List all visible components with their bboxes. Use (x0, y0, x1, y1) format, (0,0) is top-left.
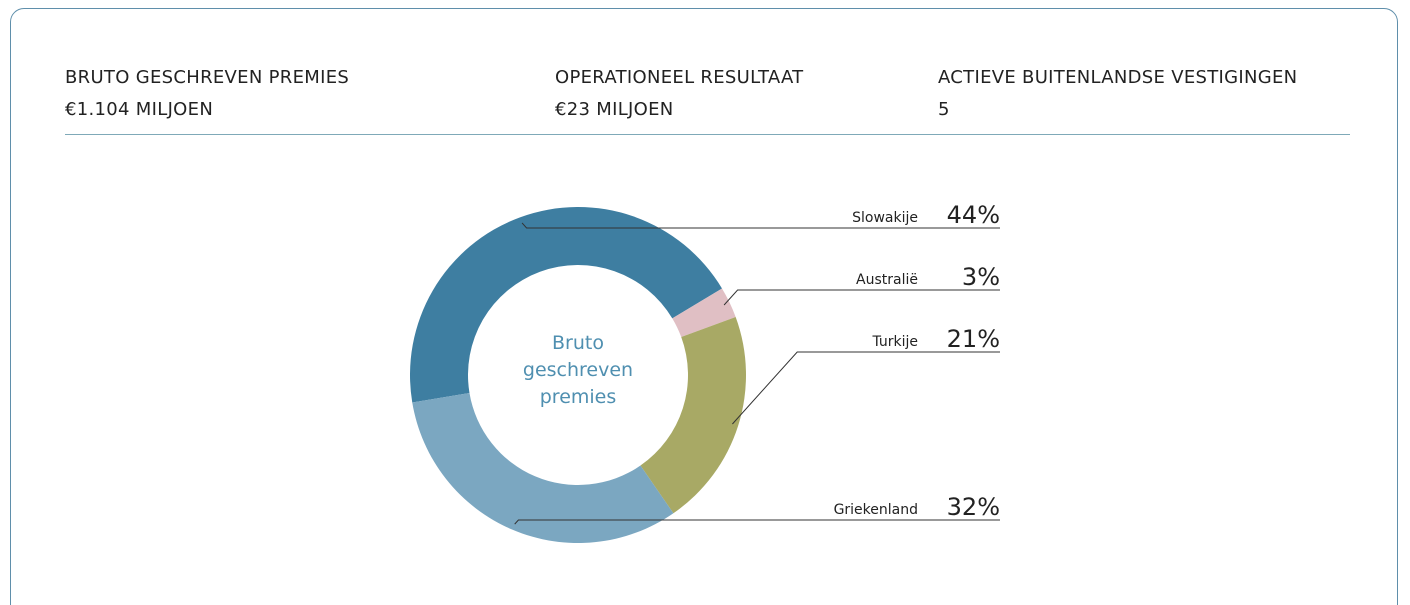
category-label: Griekenland (834, 502, 918, 518)
value-label: 3% (962, 263, 1000, 291)
value-label: 32% (947, 493, 1000, 521)
stat-label: ACTIEVE BUITENLANDSE VESTIGINGEN (938, 67, 1298, 88)
category-label: Australië (856, 272, 918, 288)
leader-line (514, 519, 1000, 525)
category-label: Slowakije (852, 210, 918, 226)
stat: OPERATIONEEL RESULTAAT €23 MILJOEN (555, 62, 803, 126)
divider (65, 134, 1350, 135)
stat-value: €23 MILJOEN (555, 99, 674, 120)
leader-line (521, 222, 1000, 229)
stat-label: BRUTO GESCHREVEN PREMIES (65, 67, 350, 88)
card (10, 8, 1398, 605)
value-label: 44% (947, 201, 1000, 229)
donut-segment (640, 316, 746, 514)
leader-line (732, 351, 1000, 425)
center-label: Bruto geschreven premies (522, 332, 634, 408)
stat: BRUTO GESCHREVEN PREMIES €1.104 MILJOEN (65, 62, 349, 126)
value-label: 21% (947, 325, 1000, 353)
donut-segment (410, 207, 723, 403)
stat-value: €1.104 MILJOEN (65, 99, 214, 120)
stat: ACTIEVE BUITENLANDSE VESTIGINGEN 5 (938, 62, 1297, 126)
stat-label: OPERATIONEEL RESULTAAT (555, 67, 804, 88)
donut-segment (672, 288, 736, 338)
category-label: Turkije (871, 334, 918, 350)
stat-value: 5 (938, 99, 950, 120)
donut-segment (412, 392, 674, 544)
leader-line (723, 289, 1000, 306)
